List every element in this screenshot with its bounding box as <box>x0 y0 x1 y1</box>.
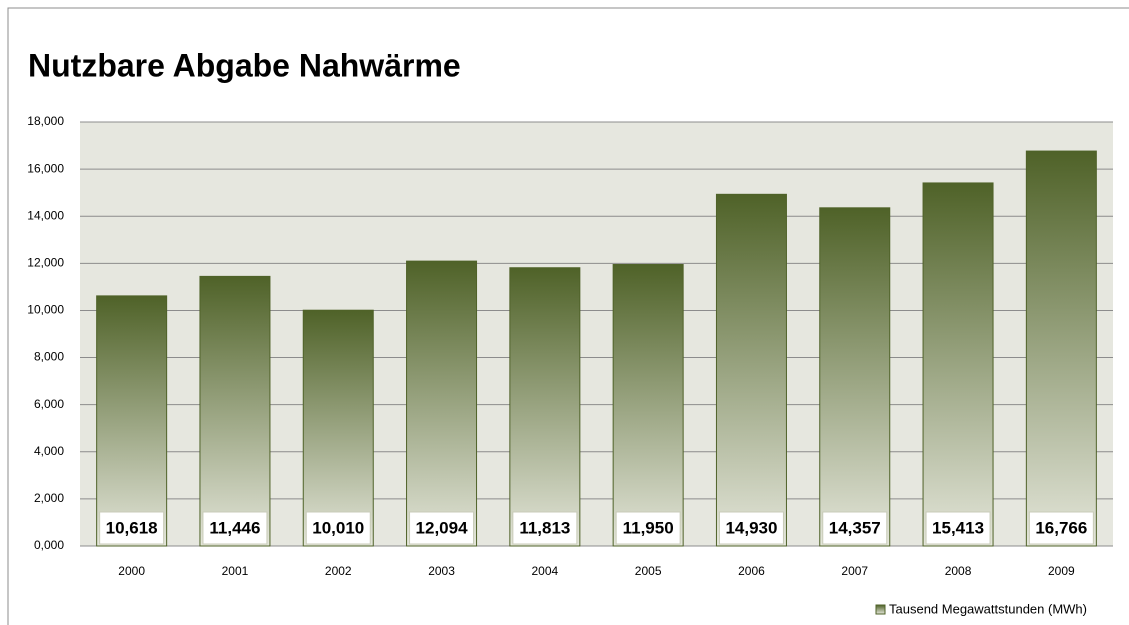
y-tick-label: 4,000 <box>34 444 64 458</box>
y-tick-label: 14,000 <box>27 208 64 222</box>
value-label: 16,766 <box>1035 518 1087 537</box>
value-label-box <box>202 511 268 545</box>
bar <box>1025 150 1097 547</box>
y-tick-label: 18,000 <box>27 114 64 128</box>
x-tick-label: 2006 <box>738 564 765 578</box>
value-label-box <box>718 511 784 545</box>
value-label-box <box>822 511 888 545</box>
value-label: 14,357 <box>829 518 881 537</box>
value-label: 10,010 <box>312 518 364 537</box>
bar <box>302 309 374 547</box>
bar <box>922 182 994 547</box>
x-tick-label: 2007 <box>841 564 868 578</box>
x-tick-label: 2009 <box>1048 564 1075 578</box>
value-label: 11,950 <box>623 518 674 537</box>
legend-swatch <box>875 604 886 615</box>
chart-title: Nutzbare Abgabe Nahwärme <box>28 47 461 83</box>
value-label-box <box>615 511 681 545</box>
value-label: 10,618 <box>106 518 158 537</box>
bar <box>612 264 684 547</box>
value-label: 15,413 <box>932 518 984 537</box>
x-tick-label: 2003 <box>428 564 455 578</box>
bar <box>509 267 581 547</box>
x-tick-label: 2002 <box>325 564 352 578</box>
bar <box>199 275 271 547</box>
value-label: 14,930 <box>725 518 777 537</box>
y-tick-label: 0,000 <box>34 538 64 552</box>
value-label: 11,446 <box>209 518 260 537</box>
x-tick-label: 2005 <box>635 564 662 578</box>
y-tick-label: 6,000 <box>34 397 64 411</box>
y-tick-label: 10,000 <box>27 303 64 317</box>
x-tick-label: 2008 <box>945 564 972 578</box>
bar <box>819 207 891 547</box>
value-label-box <box>925 511 991 545</box>
value-label-box <box>305 511 371 545</box>
value-label-box <box>512 511 578 545</box>
bar <box>715 193 787 547</box>
x-tick-label: 2000 <box>118 564 145 578</box>
x-tick-label: 2004 <box>531 564 558 578</box>
value-label-box <box>99 511 165 545</box>
value-label-box <box>409 511 475 545</box>
y-tick-label: 2,000 <box>34 491 64 505</box>
y-tick-label: 8,000 <box>34 350 64 364</box>
legend-label: Tausend Megawattstunden (MWh) <box>889 601 1087 616</box>
x-tick-label: 2001 <box>222 564 249 578</box>
value-label: 12,094 <box>416 518 469 537</box>
y-tick-label: 12,000 <box>27 256 64 270</box>
bar <box>96 295 168 547</box>
bar <box>406 260 478 547</box>
y-tick-label: 16,000 <box>27 161 64 175</box>
value-label-box <box>1028 511 1094 545</box>
value-label: 11,813 <box>519 518 570 537</box>
